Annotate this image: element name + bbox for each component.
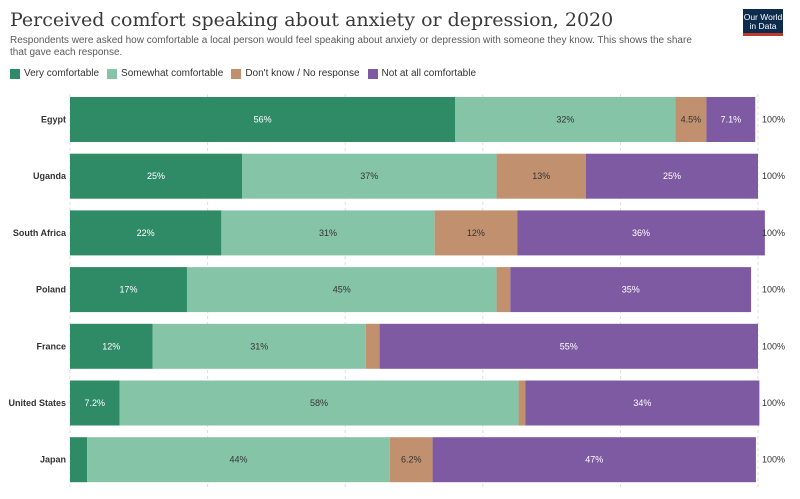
data-label: 44% xyxy=(230,455,248,465)
bar-segment xyxy=(510,267,752,313)
category-label: France xyxy=(36,341,66,351)
category-label: Japan xyxy=(40,455,66,465)
bar-segment xyxy=(518,380,526,426)
data-label: 12% xyxy=(102,341,120,351)
data-label: 47% xyxy=(585,455,603,465)
bar-segment xyxy=(152,323,366,369)
bar-segment xyxy=(389,437,433,483)
legend-label: Somewhat comfortable xyxy=(121,68,224,79)
legend-swatch xyxy=(367,68,378,79)
bar-segment xyxy=(119,380,519,426)
logo-line-1: Our World xyxy=(743,12,783,22)
data-label: 4.5% xyxy=(681,115,702,125)
data-label: 32% xyxy=(556,115,574,125)
bar-segment xyxy=(70,97,456,142)
total-label: 100% xyxy=(762,455,785,465)
total-label: 100% xyxy=(762,285,785,295)
legend-label: Very comfortable xyxy=(24,68,100,79)
legend-item-somewhat-comfortable[interactable]: Somewhat comfortable xyxy=(107,68,223,79)
data-label: 22% xyxy=(137,228,155,238)
bar-segment xyxy=(365,323,380,369)
bar-segment xyxy=(586,153,758,199)
data-label: 34% xyxy=(633,398,651,408)
data-label: 35% xyxy=(622,285,640,295)
category-label: United States xyxy=(8,398,66,408)
legend-item-not-at-all-comfortable[interactable]: Not at all comfortable xyxy=(367,68,477,79)
bar-segment xyxy=(186,267,497,313)
bar-segment xyxy=(87,437,390,483)
data-label: 45% xyxy=(333,285,351,295)
data-label: 58% xyxy=(310,398,328,408)
category-label: Egypt xyxy=(41,115,66,125)
data-label: 17% xyxy=(119,285,137,295)
data-label: 25% xyxy=(663,171,681,181)
category-label: Uganda xyxy=(33,171,67,181)
legend: Very comfortable Somewhat comfortable Do… xyxy=(10,68,476,79)
category-label: South Africa xyxy=(13,228,67,238)
legend-label: Not at all comfortable xyxy=(381,68,477,79)
bar-segment xyxy=(496,267,511,313)
bar-segment xyxy=(455,97,676,142)
bar-segment xyxy=(706,97,756,142)
data-label: 37% xyxy=(360,171,378,181)
legend-label: Don't know / No response xyxy=(245,68,360,79)
legend-item-dont-know[interactable]: Don't know / No response xyxy=(231,68,360,79)
data-label: 25% xyxy=(147,171,165,181)
data-label: 13% xyxy=(532,171,550,181)
bar-segment xyxy=(379,323,758,369)
total-label: 100% xyxy=(762,171,785,181)
chart-subtitle: Respondents were asked how comfortable a… xyxy=(10,35,692,58)
bar-segment xyxy=(242,153,497,199)
data-label: 6.2% xyxy=(401,455,422,465)
bar-segment xyxy=(70,323,153,369)
total-label: 100% xyxy=(762,398,785,408)
bar-segment xyxy=(70,210,222,256)
logo-line-2: in Data xyxy=(749,21,777,31)
bar-segment xyxy=(432,437,756,483)
bar-segment xyxy=(221,210,435,256)
bar-segment xyxy=(70,437,88,483)
data-label: 7.2% xyxy=(85,398,106,408)
legend-swatch xyxy=(231,68,242,79)
legend-swatch xyxy=(10,68,20,79)
owid-logo[interactable]: Our World in Data xyxy=(743,9,783,36)
bar-segment xyxy=(70,380,120,426)
bar-segment xyxy=(70,153,242,199)
bar-segment xyxy=(525,380,760,426)
chart-title: Perceived comfort speaking about anxiety… xyxy=(10,9,614,31)
category-label: Poland xyxy=(36,285,66,295)
bar-segment xyxy=(517,210,765,256)
legend-swatch xyxy=(107,68,118,79)
total-label: 100% xyxy=(762,341,785,351)
total-label: 100% xyxy=(762,115,785,125)
legend-item-very-comfortable[interactable]: Very comfortable xyxy=(10,68,99,79)
data-label: 31% xyxy=(250,341,268,351)
bar-segment xyxy=(70,267,187,313)
bar-segment xyxy=(434,210,518,256)
data-label: 12% xyxy=(467,228,485,238)
data-label: 36% xyxy=(632,228,650,238)
data-label: 56% xyxy=(254,115,272,125)
data-label: 55% xyxy=(560,341,578,351)
data-label: 31% xyxy=(319,228,337,238)
data-label: 7.1% xyxy=(721,115,742,125)
logo-accent-bar xyxy=(743,33,783,36)
total-label: 100% xyxy=(762,228,785,238)
bar-segment xyxy=(496,153,586,199)
bar-segment xyxy=(675,97,707,142)
